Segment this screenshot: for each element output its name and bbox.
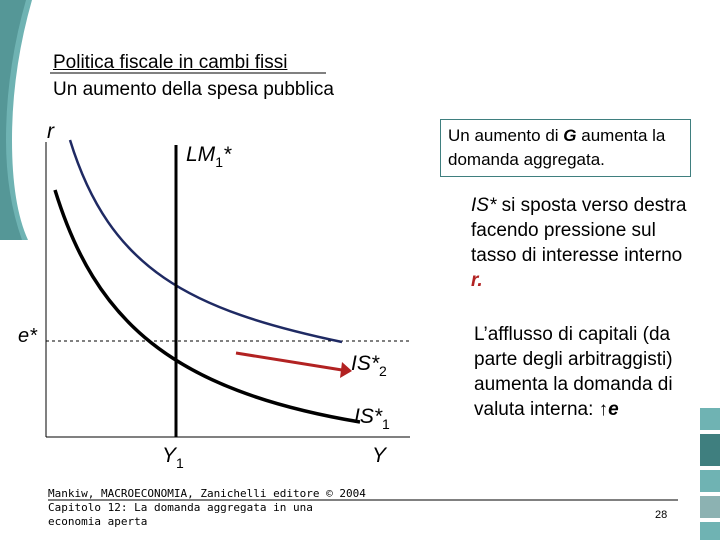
shift-arrow bbox=[235, 351, 343, 372]
lm-label: LM1* bbox=[186, 143, 232, 170]
callout-box: Un aumento di G aumenta la domanda aggre… bbox=[440, 119, 691, 177]
right-tile-1 bbox=[700, 408, 720, 430]
x-axis-label: Y bbox=[372, 444, 387, 467]
is2-curve bbox=[68, 139, 343, 344]
is1-curve bbox=[53, 189, 361, 424]
capital-note: L’afflusso di capitali (da parte degli a… bbox=[474, 324, 673, 420]
right-tile-3 bbox=[700, 470, 720, 492]
y1-label: Y1 bbox=[162, 444, 184, 471]
slide-subtitle: Un aumento della spesa pubblica bbox=[53, 79, 334, 100]
right-tile-2 bbox=[700, 434, 720, 466]
left-dark-arc bbox=[0, 0, 26, 240]
rate-label: e* bbox=[18, 325, 37, 347]
left-teal-arc bbox=[0, 0, 32, 240]
shift-note: IS* si sposta verso destra facendo press… bbox=[471, 195, 687, 291]
is1-label: IS*1 bbox=[354, 405, 390, 432]
y-axis-label: r bbox=[47, 120, 54, 143]
footer-credit: Mankiw, MACROECONOMIA, Zanichelli editor… bbox=[48, 487, 366, 528]
right-tile-4 bbox=[700, 496, 720, 518]
page-number: 28 bbox=[655, 509, 668, 521]
up-arrow-icon: ↑ bbox=[598, 399, 609, 420]
is2-label: IS*2 bbox=[351, 352, 387, 379]
right-tile-5 bbox=[700, 522, 720, 540]
slide-title: Politica fiscale in cambi fissi bbox=[53, 52, 288, 73]
